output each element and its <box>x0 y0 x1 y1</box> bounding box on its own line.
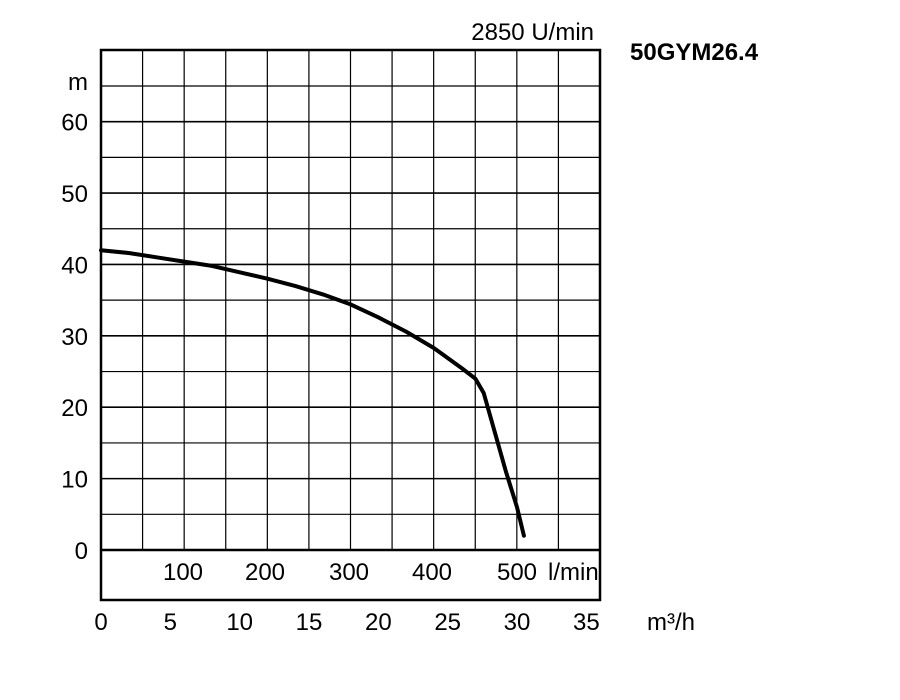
x-tick-label-m3h: 0 <box>94 609 107 636</box>
x-tick-label-m3h: 15 <box>296 609 323 636</box>
plot-frame <box>99 48 602 602</box>
y-tick-label: 40 <box>61 252 88 279</box>
speed-label: 2850 U/min <box>471 19 594 46</box>
x-tick-label-m3h: 30 <box>504 609 531 636</box>
y-tick-label: 10 <box>61 467 88 494</box>
pump-curve-line <box>99 248 526 538</box>
model-title: 50GYM26.4 <box>630 39 759 66</box>
y-tick-label: 50 <box>61 181 88 208</box>
x-tick-label-m3h: 20 <box>365 609 392 636</box>
y-tick-label: 60 <box>61 110 88 137</box>
x-tick-label-lmin: 500 <box>497 559 537 586</box>
x-tick-label-lmin: 300 <box>329 559 369 586</box>
x-tick-label-lmin: 200 <box>245 559 285 586</box>
x-tick-label-lmin: 100 <box>163 559 203 586</box>
y-axis-unit-label: m <box>68 69 88 96</box>
x-tick-labels-m3h: 0 5 10 15 20 25 30 35 <box>94 609 599 636</box>
x-tick-label-m3h: 5 <box>164 609 177 636</box>
y-tick-label: 20 <box>61 395 88 422</box>
x-axis-secondary-unit-label: l/min <box>548 559 599 586</box>
x-axis-unit-label: m³/h <box>647 609 695 636</box>
x-tick-label-m3h: 35 <box>573 609 600 636</box>
grid-lines <box>101 50 600 550</box>
y-tick-label: 30 <box>61 324 88 351</box>
x-tick-label-m3h: 10 <box>226 609 253 636</box>
y-tick-label: 0 <box>75 538 88 565</box>
x-tick-labels-lmin: 100 200 300 400 500 l/min <box>163 559 599 586</box>
y-tick-labels: 0 10 20 30 40 50 60 <box>61 110 88 565</box>
x-tick-label-lmin: 400 <box>412 559 452 586</box>
x-tick-label-m3h: 25 <box>434 609 461 636</box>
